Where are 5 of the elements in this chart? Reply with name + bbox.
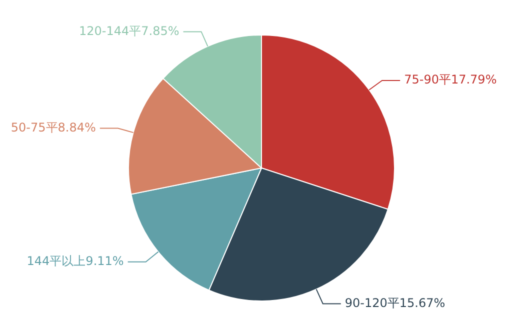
slice-label: 120-144平7.85% — [79, 24, 180, 38]
slice-label: 144平以上9.11% — [26, 254, 124, 268]
slice-label: 90-120平15.67% — [344, 296, 446, 310]
slice-label: 50-75平8.84% — [10, 120, 96, 134]
slice-label: 75-90平17.79% — [404, 72, 497, 87]
